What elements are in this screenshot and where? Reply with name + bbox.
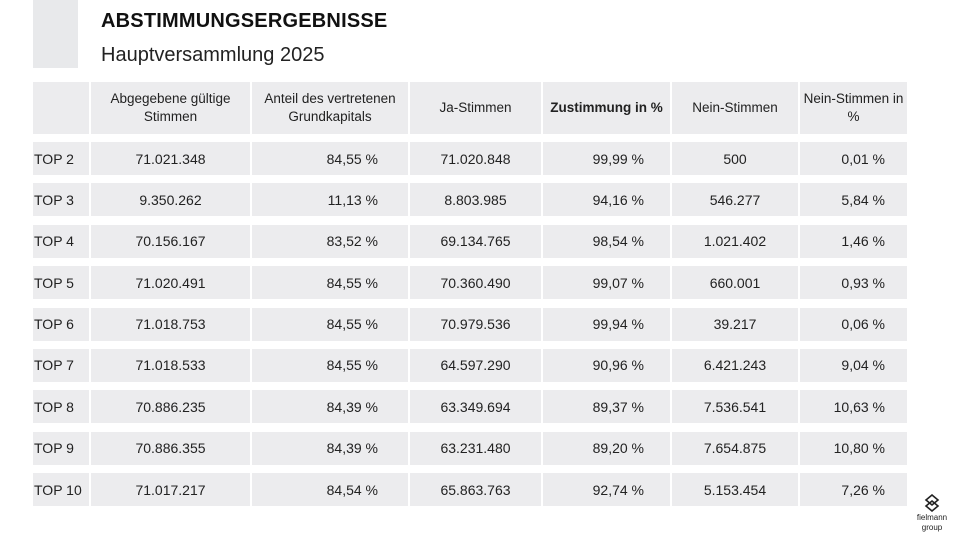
table-row: TOP 3 9.350.262 11,13 % 8.803.985 94,16 % 546…: [33, 183, 907, 217]
cell-capital-share: 84,55 %: [252, 142, 408, 175]
table-row: TOP 9 70.886.355 84,39 % 63.231.480 89,20 % 7…: [33, 431, 907, 465]
cell-agenda-item: TOP 5: [33, 266, 89, 300]
cell-no-votes-percent: 1,46 %: [800, 224, 907, 258]
page-title: ABSTIMMUNGSERGEBNISSE: [101, 10, 388, 32]
cell-no-votes: 660.001: [672, 266, 798, 300]
cell-yes-votes: 70.979.536: [410, 307, 541, 341]
cell-yes-votes: 65.863.763: [410, 473, 541, 507]
page-subtitle: Hauptversammlung 2025: [101, 44, 325, 66]
table-header-row: Abgegebene gültige Stimmen Anteil des ve…: [33, 82, 907, 134]
fielmann-logo-icon: [924, 494, 940, 512]
cell-no-votes: 546.277: [672, 183, 798, 217]
table-row: TOP 10 71.017.217 84,54 % 65.863.763 92,74 %…: [33, 473, 907, 507]
cell-approval-percent: 99,07 %: [543, 266, 670, 300]
cell-capital-share: 84,54 %: [252, 473, 408, 507]
cell-no-votes-percent: 9,04 %: [800, 348, 907, 382]
cell-agenda-item: TOP 4: [33, 224, 89, 258]
results-table: Abgegebene gültige Stimmen Anteil des ve…: [33, 82, 907, 515]
header-cell-valid-votes: Abgegebene gültige Stimmen: [91, 82, 250, 134]
cell-yes-votes: 69.134.765: [410, 224, 541, 258]
cell-yes-votes: 8.803.985: [410, 183, 541, 217]
cell-approval-percent: 99,99 %: [543, 142, 670, 175]
header-cell-capital-share: Anteil des vertretenen Grundkapitals: [252, 82, 408, 134]
cell-no-votes-percent: 0,01 %: [800, 142, 907, 175]
cell-capital-share: 84,55 %: [252, 266, 408, 300]
cell-approval-percent: 94,16 %: [543, 183, 670, 217]
cell-yes-votes: 63.349.694: [410, 390, 541, 424]
cell-valid-votes: 71.017.217: [91, 473, 250, 507]
cell-approval-percent: 92,74 %: [543, 473, 670, 507]
cell-valid-votes: 71.018.753: [91, 307, 250, 341]
cell-no-votes-percent: 10,80 %: [800, 431, 907, 465]
logo-text-line2: group: [921, 523, 943, 532]
table-body: TOP 2 71.021.348 84,55 % 71.020.848 99,99 % 5…: [33, 142, 907, 507]
cell-capital-share: 84,39 %: [252, 431, 408, 465]
table-row: TOP 2 71.021.348 84,55 % 71.020.848 99,99 % 5…: [33, 142, 907, 175]
cell-agenda-item: TOP 8: [33, 390, 89, 424]
cell-capital-share: 84,39 %: [252, 390, 408, 424]
cell-agenda-item: TOP 9: [33, 431, 89, 465]
table-row: TOP 8 70.886.235 84,39 % 63.349.694 89,37 % 7…: [33, 390, 907, 424]
cell-agenda-item: TOP 7: [33, 348, 89, 382]
cell-no-votes: 5.153.454: [672, 473, 798, 507]
cell-no-votes: 7.536.541: [672, 390, 798, 424]
cell-capital-share: 83,52 %: [252, 224, 408, 258]
cell-no-votes: 1.021.402: [672, 224, 798, 258]
cell-approval-percent: 98,54 %: [543, 224, 670, 258]
cell-agenda-item: TOP 6: [33, 307, 89, 341]
cell-no-votes-percent: 0,06 %: [800, 307, 907, 341]
cell-agenda-item: TOP 2: [33, 142, 89, 175]
logo-text-line1: fielmann: [916, 513, 948, 522]
table-row: TOP 4 70.156.167 83,52 % 69.134.765 98,54 % 1…: [33, 224, 907, 258]
cell-agenda-item: TOP 3: [33, 183, 89, 217]
cell-valid-votes: 70.156.167: [91, 224, 250, 258]
header-cell-empty: [33, 82, 89, 134]
table-row: TOP 7 71.018.533 84,55 % 64.597.290 90,96 % 6…: [33, 348, 907, 382]
cell-no-votes-percent: 7,26 %: [800, 473, 907, 507]
table-row: TOP 5 71.020.491 84,55 % 70.360.490 99,07 % 6…: [33, 266, 907, 300]
cell-valid-votes: 71.020.491: [91, 266, 250, 300]
cell-valid-votes: 70.886.355: [91, 431, 250, 465]
cell-no-votes: 39.217: [672, 307, 798, 341]
cell-valid-votes: 71.018.533: [91, 348, 250, 382]
cell-approval-percent: 90,96 %: [543, 348, 670, 382]
fielmann-group-logo: fielmann group: [912, 494, 952, 536]
corner-decoration-block: [33, 0, 78, 68]
cell-valid-votes: 70.886.235: [91, 390, 250, 424]
cell-no-votes: 500: [672, 142, 798, 175]
cell-yes-votes: 70.360.490: [410, 266, 541, 300]
header-cell-no-votes-percent: Nein-Stimmen in %: [800, 82, 907, 134]
cell-valid-votes: 71.021.348: [91, 142, 250, 175]
cell-no-votes: 7.654.875: [672, 431, 798, 465]
cell-approval-percent: 89,20 %: [543, 431, 670, 465]
cell-yes-votes: 71.020.848: [410, 142, 541, 175]
cell-capital-share: 11,13 %: [252, 183, 408, 217]
cell-approval-percent: 89,37 %: [543, 390, 670, 424]
cell-capital-share: 84,55 %: [252, 348, 408, 382]
cell-valid-votes: 9.350.262: [91, 183, 250, 217]
cell-yes-votes: 64.597.290: [410, 348, 541, 382]
header-cell-no-votes: Nein-Stimmen: [672, 82, 798, 134]
cell-yes-votes: 63.231.480: [410, 431, 541, 465]
table-row: TOP 6 71.018.753 84,55 % 70.979.536 99,94 % 3…: [33, 307, 907, 341]
cell-approval-percent: 99,94 %: [543, 307, 670, 341]
cell-no-votes: 6.421.243: [672, 348, 798, 382]
cell-no-votes-percent: 10,63 %: [800, 390, 907, 424]
header-cell-approval-percent: Zustimmung in %: [543, 82, 670, 134]
cell-no-votes-percent: 0,93 %: [800, 266, 907, 300]
header-cell-yes-votes: Ja-Stimmen: [410, 82, 541, 134]
cell-agenda-item: TOP 10: [33, 473, 89, 507]
cell-capital-share: 84,55 %: [252, 307, 408, 341]
cell-no-votes-percent: 5,84 %: [800, 183, 907, 217]
